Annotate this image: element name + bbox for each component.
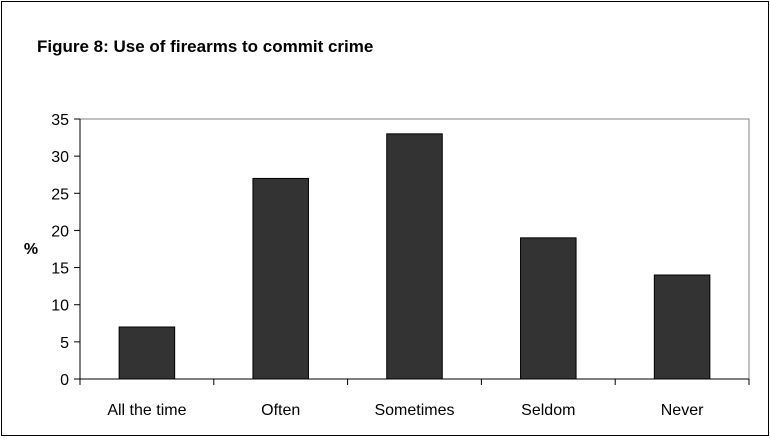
x-tick-label: Sometimes xyxy=(374,402,454,419)
bar xyxy=(653,274,711,380)
x-tick-label: Never xyxy=(661,402,704,419)
y-axis: 0 5 10 15 20 25 30 35 xyxy=(51,112,81,389)
y-tick-label: 20 xyxy=(51,223,69,240)
y-tick-label: 25 xyxy=(51,186,69,203)
bar xyxy=(520,237,577,380)
y-tick-label: 10 xyxy=(51,298,69,315)
x-tick-label: Often xyxy=(261,402,300,419)
x-tick-label: All the time xyxy=(107,402,186,419)
bar xyxy=(118,326,176,380)
y-tick-label: 0 xyxy=(60,372,69,389)
y-axis-label: % xyxy=(24,241,38,258)
x-tick-label: Seldom xyxy=(521,402,575,419)
bar xyxy=(252,177,309,380)
chart-title: Figure 8: Use of firearms to commit crim… xyxy=(37,37,373,56)
x-axis: All the time Often Sometimes Seldom Never xyxy=(79,378,750,419)
bar-group xyxy=(118,133,711,380)
bar xyxy=(386,133,443,380)
y-tick-label: 5 xyxy=(60,335,69,352)
y-tick-label: 35 xyxy=(51,112,69,129)
y-tick-label: 15 xyxy=(51,261,69,278)
y-tick-label: 30 xyxy=(51,149,69,166)
